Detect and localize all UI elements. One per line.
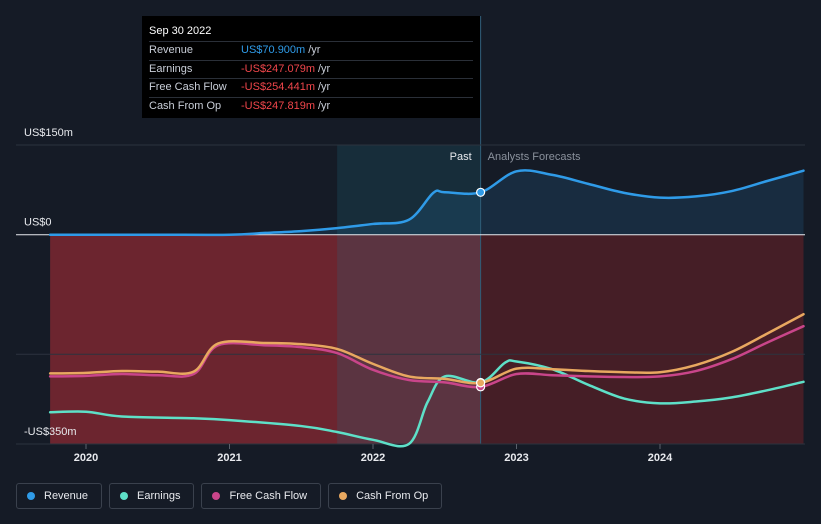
revenue-line <box>48 169 805 237</box>
y-tick-label: US$150m <box>24 127 73 139</box>
tooltip-row-cash-from-op: Cash From Op -US$247.819m /yr <box>149 96 473 116</box>
tooltip-value: -US$254.441m <box>241 81 315 93</box>
tooltip-label: Revenue <box>149 44 194 56</box>
tooltip-label: Earnings <box>149 62 193 75</box>
forecast-label: Analysts Forecasts <box>488 151 581 163</box>
x-tick-label: 2022 <box>361 452 385 464</box>
tooltip-label: Cash From Op <box>149 99 222 112</box>
free-cash-flow-line <box>48 324 805 389</box>
x-tick-label: 2020 <box>74 452 98 464</box>
chart-legend: Revenue Earnings Free Cash Flow Cash Fro… <box>16 483 443 509</box>
tooltip-unit: /yr <box>318 62 331 75</box>
loss-area-forecast <box>480 234 804 444</box>
legend-dot-icon <box>120 492 129 500</box>
legend-dot-icon <box>27 492 35 500</box>
highlight-band <box>337 145 481 444</box>
x-tick-label: 2023 <box>504 452 528 464</box>
tooltip-value: -US$247.819m <box>241 99 315 112</box>
revenue-area <box>50 170 804 235</box>
legend-dot-icon <box>339 492 348 500</box>
legend-label: Earnings <box>137 490 181 502</box>
tooltip-row-earnings: Earnings -US$247.079m /yr <box>149 59 473 79</box>
cash-from-op-marker <box>476 378 486 388</box>
x-tick-label: 2024 <box>648 452 673 464</box>
legend-label: Cash From Op <box>356 490 429 502</box>
cash-from-op-line <box>48 312 805 385</box>
legend-item-revenue[interactable]: Revenue <box>16 483 103 509</box>
revenue-marker <box>476 187 486 197</box>
legend-label: Free Cash Flow <box>229 490 308 502</box>
tooltip-unit: /yr <box>308 44 321 56</box>
tooltip-label: Free Cash Flow <box>149 81 227 93</box>
y-tick-label: US$0 <box>24 217 52 229</box>
legend-dot-icon <box>212 492 221 500</box>
tooltip-value: -US$247.079m <box>241 62 315 75</box>
legend-item-earnings[interactable]: Earnings <box>109 483 195 509</box>
tooltip-row-free-cash-flow: Free Cash Flow -US$254.441m /yr <box>149 78 473 97</box>
earnings-line <box>48 359 805 448</box>
legend-label: Revenue <box>44 490 89 502</box>
legend-item-free-cash-flow[interactable]: Free Cash Flow <box>201 483 322 509</box>
y-tick-label: -US$350m <box>24 426 77 438</box>
past-label: Past <box>450 151 472 163</box>
tooltip-date: Sep 30 2022 <box>149 25 212 37</box>
data-tooltip: Sep 30 2022 Revenue US$70.900m /yr Earni… <box>142 16 480 118</box>
tooltip-unit: /yr <box>318 99 331 112</box>
tooltip-row-revenue: Revenue US$70.900m /yr <box>149 41 473 60</box>
tooltip-value: US$70.900m <box>241 44 306 56</box>
tooltip-unit: /yr <box>318 81 331 93</box>
loss-area-past <box>50 234 481 444</box>
legend-item-cash-from-op[interactable]: Cash From Op <box>328 483 443 509</box>
x-tick-label: 2021 <box>217 452 241 464</box>
